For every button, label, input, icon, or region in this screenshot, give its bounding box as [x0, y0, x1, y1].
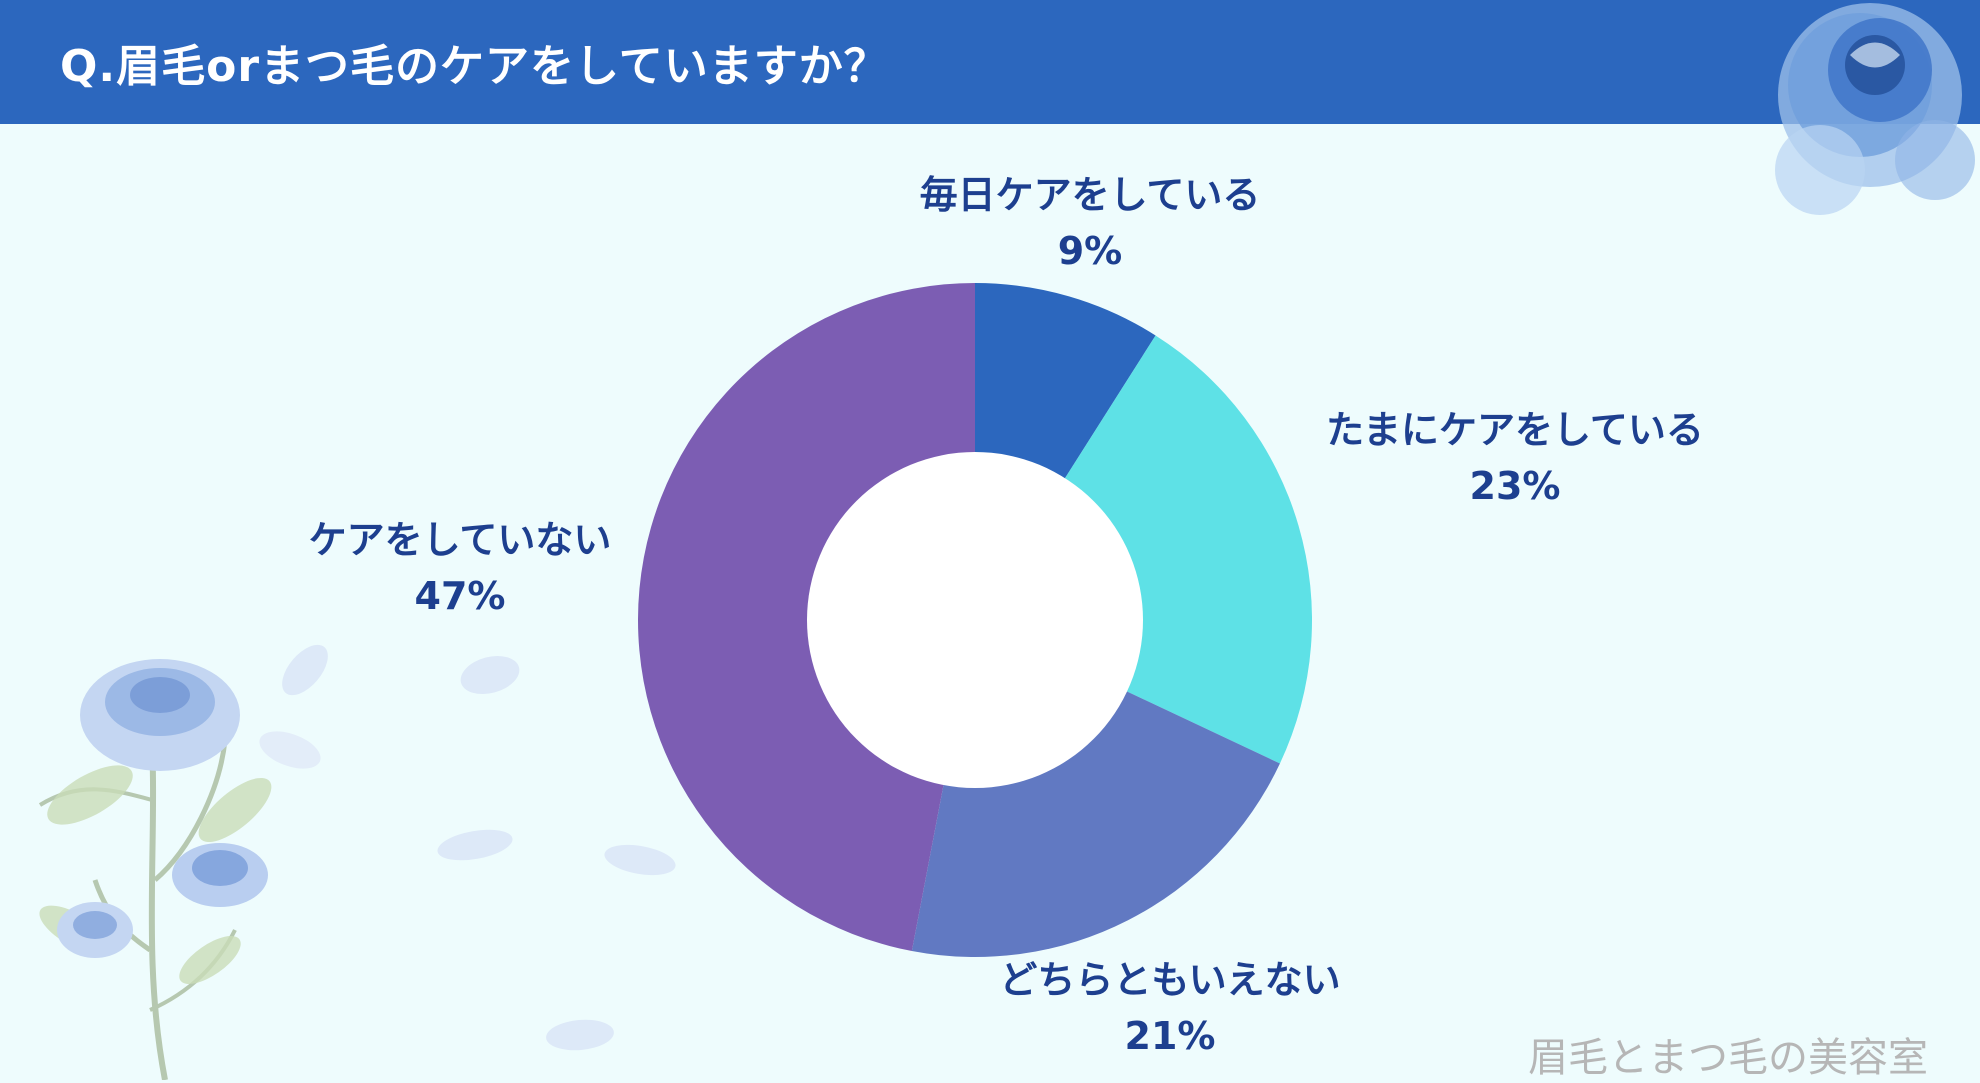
- slice-label-3: どちらともいえない: [999, 958, 1340, 1002]
- slice-label-2: たまにケアをしている: [1326, 408, 1704, 452]
- title-bar: Q.眉毛orまつ毛のケアをしていますか？: [0, 0, 1980, 124]
- watermark-text: 眉毛とまつ毛の美容室: [1528, 1035, 1928, 1081]
- slice-labels: 毎日ケアをしている 9% たまにケアをしている 23% どちらともいえない 21% ケアをし…: [309, 173, 1704, 1058]
- blue-rose-corner-image: [1775, 3, 1975, 215]
- donut-hole: [807, 452, 1143, 788]
- donut-slices: [638, 283, 1312, 958]
- slice-label-1: 毎日ケアをしている: [920, 173, 1261, 217]
- slice-value-4: 47%: [415, 574, 506, 618]
- blue-rose-stem-image: [38, 644, 676, 1080]
- slice-4: [638, 283, 975, 952]
- slice-label-4: ケアをしていない: [309, 518, 612, 562]
- slice-value-1: 9%: [1058, 229, 1123, 273]
- slice-value-3: 21%: [1125, 1014, 1216, 1058]
- page-title: Q.眉毛orまつ毛のケアをしていますか？: [60, 41, 889, 92]
- slice-value-2: 23%: [1470, 464, 1561, 508]
